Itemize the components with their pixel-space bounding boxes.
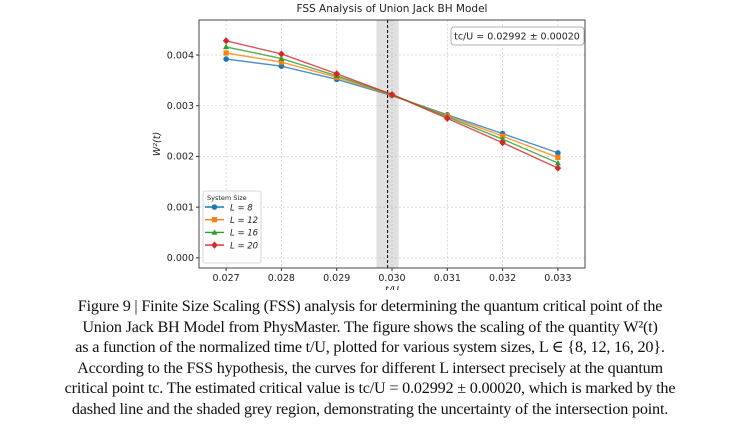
legend-label: L = 8 [230, 203, 253, 213]
data-point [278, 59, 284, 65]
caption-line: Union Jack BH Model from PhysMaster. The… [82, 317, 658, 336]
data-point [278, 55, 285, 61]
legend-marker [211, 241, 218, 249]
y-tick-label: 0.001 [167, 202, 194, 213]
caption-line: Figure 9 | Finite Size Scaling (FSS) ana… [77, 297, 663, 315]
legend-marker [211, 229, 218, 235]
data-point [554, 164, 562, 172]
chart-title: FSS Analysis of Union Jack BH Model [297, 3, 488, 15]
y-tick-label: 0.000 [167, 253, 194, 264]
data-point [223, 50, 229, 56]
data-point [555, 150, 561, 156]
data-point [223, 43, 230, 50]
legend-item: L = 12 [205, 216, 258, 226]
data-point [333, 70, 340, 78]
data-point [555, 154, 561, 161]
y-axis-label: W²(t) [152, 132, 163, 156]
x-axis-label: t/U [385, 285, 399, 290]
data-point [388, 90, 396, 99]
data-point [223, 56, 229, 62]
series-l=20 [222, 37, 562, 172]
x-tick-label: 0.027 [212, 273, 239, 284]
critical-value-annotation: tc/U = 0.02992 ± 0.00020 [454, 32, 580, 43]
figure-caption: Figure 9 | Finite Size Scaling (FSS) ana… [4, 296, 736, 420]
legend-label: L = 12 [230, 216, 258, 226]
legend-marker [211, 204, 218, 210]
x-tick-label: 0.028 [268, 273, 295, 284]
fss-chart: FSS Analysis of Union Jack BH Model 0.027… [152, 3, 586, 290]
legend-marker [211, 217, 218, 223]
caption-line: critical point tc. The estimated critica… [64, 379, 676, 398]
data-point [278, 50, 285, 58]
x-tick-label: 0.029 [323, 273, 350, 284]
caption-line: dashed line and the shaded grey region, … [71, 399, 669, 418]
y-tick-label: 0.002 [167, 152, 194, 163]
data-point [499, 139, 506, 147]
x-tick-label: 0.031 [434, 273, 461, 284]
legend-item: L = 8 [205, 203, 253, 213]
x-tick-label: 0.032 [489, 273, 516, 284]
legend-item: L = 20 [205, 241, 258, 251]
caption-line: According to the FSS hypothesis, the cur… [77, 358, 663, 377]
data-point [554, 159, 561, 166]
legend-label: L = 16 [230, 229, 259, 239]
critical-value-box [450, 26, 585, 46]
data-point [499, 135, 506, 142]
legend-label: L = 20 [230, 241, 258, 251]
uncertainty-band [376, 20, 399, 268]
data-point [444, 114, 451, 122]
caption-line: as a function of the normalized time t/U… [75, 338, 665, 357]
legend-item: L = 16 [205, 229, 259, 239]
data-point [222, 37, 230, 45]
data-point [278, 63, 285, 69]
y-tick-label: 0.003 [167, 101, 194, 112]
y-tick-label: 0.004 [167, 50, 194, 61]
legend-title: System Size [207, 194, 247, 202]
x-tick-label: 0.033 [544, 273, 571, 284]
x-tick-label: 0.030 [378, 273, 405, 284]
